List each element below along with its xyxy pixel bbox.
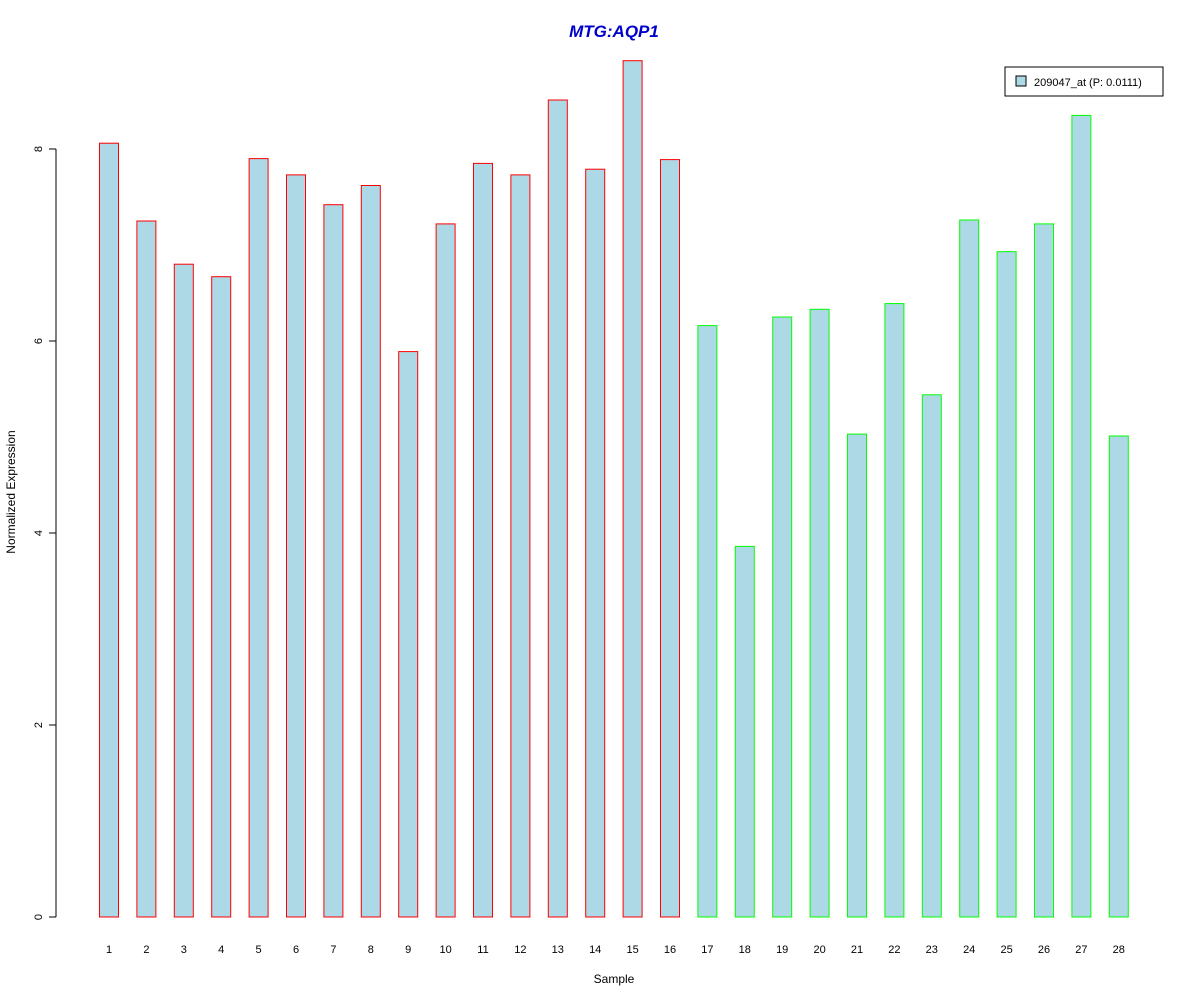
bar-sample-1 bbox=[99, 142, 119, 918]
y-axis-tick-label: 4 bbox=[33, 530, 45, 536]
bar-sample-8 bbox=[360, 185, 381, 918]
bar-sample-25 bbox=[996, 251, 1017, 918]
y-axis-label: Normalized Expression bbox=[4, 430, 18, 553]
y-axis-tick-label: 0 bbox=[33, 914, 45, 920]
bar-sample-12 bbox=[510, 174, 531, 918]
x-tick-label-14: 14 bbox=[589, 944, 601, 956]
x-tick-label-21: 21 bbox=[851, 944, 863, 956]
x-tick-label-15: 15 bbox=[626, 944, 638, 956]
bar-sample-26 bbox=[1034, 223, 1054, 918]
x-tick-label-23: 23 bbox=[926, 944, 938, 956]
bar-sample-11 bbox=[473, 162, 493, 918]
y-axis-tick-label: 6 bbox=[33, 338, 45, 344]
x-tick-label-22: 22 bbox=[888, 944, 900, 956]
bar-sample-2 bbox=[136, 220, 157, 918]
bars bbox=[99, 60, 1129, 918]
x-tick-label-2: 2 bbox=[143, 944, 149, 956]
bar-sample-20 bbox=[809, 308, 830, 918]
bar-sample-14 bbox=[585, 168, 606, 918]
x-tick-label-7: 7 bbox=[330, 944, 336, 956]
x-tick-label-9: 9 bbox=[405, 944, 411, 956]
x-tick-label-1: 1 bbox=[106, 944, 112, 956]
bar-sample-13 bbox=[547, 99, 568, 918]
x-tick-label-24: 24 bbox=[963, 944, 975, 956]
legend: 209047_at (P: 0.0111) bbox=[1004, 66, 1164, 97]
bar-sample-24 bbox=[959, 219, 980, 918]
chart-title: MTG:AQP1 bbox=[569, 22, 659, 41]
x-tick-label-4: 4 bbox=[218, 944, 224, 956]
x-tick-label-27: 27 bbox=[1075, 944, 1087, 956]
bar-sample-16 bbox=[660, 159, 680, 918]
bar-sample-19 bbox=[772, 316, 793, 918]
x-tick-label-10: 10 bbox=[439, 944, 451, 956]
x-tick-label-28: 28 bbox=[1113, 944, 1125, 956]
bar-sample-23 bbox=[921, 394, 942, 918]
legend-swatch bbox=[1015, 75, 1027, 87]
x-tick-label-19: 19 bbox=[776, 944, 788, 956]
bar-sample-27 bbox=[1071, 114, 1092, 918]
x-tick-label-20: 20 bbox=[813, 944, 825, 956]
x-tick-label-18: 18 bbox=[739, 944, 751, 956]
x-tick-label-13: 13 bbox=[552, 944, 564, 956]
bar-sample-4 bbox=[211, 276, 232, 918]
bar-sample-18 bbox=[734, 545, 755, 918]
legend-label: 209047_at (P: 0.0111) bbox=[1034, 77, 1142, 89]
y-axis-tick-label: 8 bbox=[33, 146, 45, 152]
bar-sample-17 bbox=[697, 325, 718, 918]
bar-sample-9 bbox=[398, 351, 419, 918]
x-tick-label-25: 25 bbox=[1000, 944, 1012, 956]
y-axis: 0 2 4 6 8 bbox=[33, 146, 57, 920]
x-tick-label-11: 11 bbox=[477, 944, 488, 956]
x-tick-label-5: 5 bbox=[256, 944, 262, 956]
x-tick-label-3: 3 bbox=[181, 944, 187, 956]
x-tick-label-8: 8 bbox=[368, 944, 374, 956]
x-axis-label: Sample bbox=[594, 972, 635, 986]
bar-sample-15 bbox=[622, 60, 643, 918]
x-tick-label-6: 6 bbox=[293, 944, 299, 956]
bar-sample-5 bbox=[248, 158, 269, 918]
bar-sample-10 bbox=[435, 223, 456, 918]
x-tick-label-12: 12 bbox=[514, 944, 526, 956]
bar-sample-22 bbox=[884, 303, 905, 918]
x-tick-label-26: 26 bbox=[1038, 944, 1050, 956]
bar-sample-6 bbox=[286, 174, 306, 918]
legend-box bbox=[1004, 66, 1164, 97]
x-tick-label-16: 16 bbox=[664, 944, 676, 956]
x-tick-label-17: 17 bbox=[701, 944, 713, 956]
bar-sample-3 bbox=[173, 263, 194, 918]
x-axis-tick-labels: 1 2 3 4 5 6 7 8 9 10 11 12 13 14 15 16 17 18 19 20 21 22 23 24 2… bbox=[106, 944, 1125, 956]
bar-sample-28 bbox=[1108, 435, 1129, 918]
bar-sample-21 bbox=[847, 433, 867, 918]
bar-sample-7 bbox=[323, 204, 344, 918]
y-axis-tick-label: 2 bbox=[33, 722, 45, 728]
